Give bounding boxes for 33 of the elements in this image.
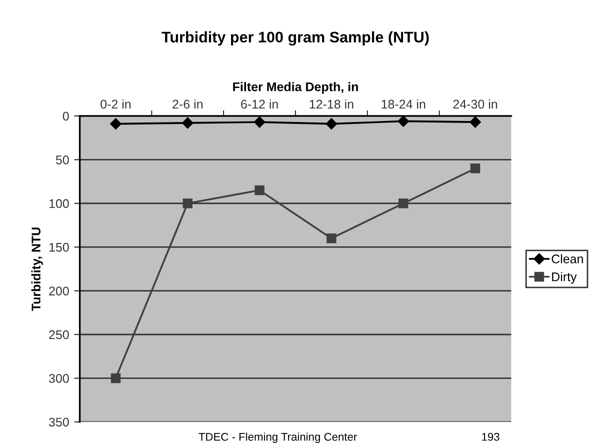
legend-label: Clean (552, 254, 583, 264)
point (182, 198, 193, 208)
x-tick-label: 12-18 in (310, 99, 354, 109)
y-tick-label: 150 (49, 242, 69, 252)
point (398, 116, 409, 127)
x-tick-label: 24-30 in (453, 99, 498, 109)
y-tick-label: 350 (48, 418, 69, 427)
point (326, 118, 338, 130)
x-tick-label: 6-12 in (241, 99, 278, 109)
point (470, 116, 481, 128)
chart-title: Turbidity per 100 gram Sample (NTU) (162, 31, 429, 46)
x-tick-label: 18-24 in (382, 99, 426, 109)
y-tick-label: 0 (62, 112, 69, 121)
y-tick-label: 200 (49, 286, 69, 296)
x-tick-label: 0-2 in (100, 99, 131, 109)
legend-label: Dirty (552, 272, 577, 284)
point (254, 116, 266, 128)
text: 193 (482, 432, 500, 441)
point (110, 118, 122, 130)
point (110, 373, 121, 384)
point (326, 233, 336, 244)
text: TDEC - Fleming Training Center (198, 432, 357, 443)
y-axis-title: Turbidity, NTU (31, 228, 43, 311)
y-tick-label: 250 (49, 330, 69, 340)
y-tick-label: 50 (56, 155, 69, 164)
point (182, 117, 194, 129)
x-axis-title: Filter Media Depth, in (233, 82, 358, 94)
y-tick-label: 300 (48, 374, 69, 383)
point (470, 164, 480, 174)
point (254, 185, 264, 196)
x-tick-label: 2-6 in (172, 99, 202, 109)
y-tick-label: 100 (49, 199, 69, 208)
point (398, 198, 408, 208)
